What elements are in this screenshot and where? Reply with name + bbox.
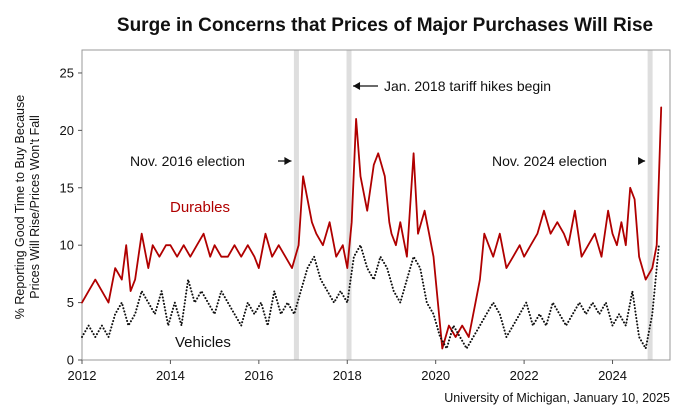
y-tick-label-25: 25 (60, 65, 74, 80)
y-tick-label-20: 20 (60, 123, 74, 138)
series-line-vehicles (81, 244, 660, 350)
x-tick-label-2014: 2014 (156, 368, 185, 383)
shaded-period-1 (293, 50, 299, 360)
annotation-arrow-1-head (284, 157, 292, 165)
annotations: Nov. 2016 election Jan. 2018 tariff hikes… (130, 78, 646, 169)
y-tick-label-0: 0 (67, 353, 74, 368)
y-tick-label-15: 15 (60, 180, 74, 195)
x-tick-label-2018: 2018 (333, 368, 362, 383)
plot-frame (81, 49, 671, 361)
y-axis-label-line-1: % Reporting Good Time to Buy Because (13, 95, 27, 319)
shaded-periods (293, 50, 653, 360)
annotation-arrow-3-head (638, 157, 646, 165)
x-tick-label-2024: 2024 (598, 368, 627, 383)
series-layer (81, 106, 663, 350)
y-axis-label: % Reporting Good Time to Buy Because Pri… (13, 95, 42, 319)
shaded-period-3 (647, 50, 653, 360)
y-tick-label-10: 10 (60, 238, 74, 253)
series-line-durables (81, 106, 663, 350)
x-tick-label-2016: 2016 (244, 368, 273, 383)
source-note: University of Michigan, January 10, 2025 (444, 391, 670, 405)
x-axis-ticks: 2012 2014 2016 2018 2020 2022 2024 (68, 360, 627, 383)
annotation-2: Jan. 2018 tariff hikes begin (384, 78, 551, 94)
shaded-period-2 (346, 50, 352, 360)
x-tick-label-2022: 2022 (510, 368, 539, 383)
annotation-3: Nov. 2024 election (492, 153, 607, 169)
y-axis-ticks: 0 5 10 15 20 25 (60, 65, 82, 368)
x-tick-label-2020: 2020 (421, 368, 450, 383)
series-label-vehicles: Vehicles (175, 334, 231, 351)
chart-title: Surge in Concerns that Prices of Major P… (117, 15, 653, 36)
x-tick-label-2012: 2012 (68, 368, 97, 383)
annotation-1: Nov. 2016 election (130, 153, 245, 169)
annotation-arrow-2-head (353, 82, 361, 90)
y-tick-label-5: 5 (67, 295, 74, 310)
series-label-durables: Durables (170, 199, 230, 216)
y-axis-label-line-2: Prices Will Rise/Prices Won't Fall (28, 115, 42, 298)
